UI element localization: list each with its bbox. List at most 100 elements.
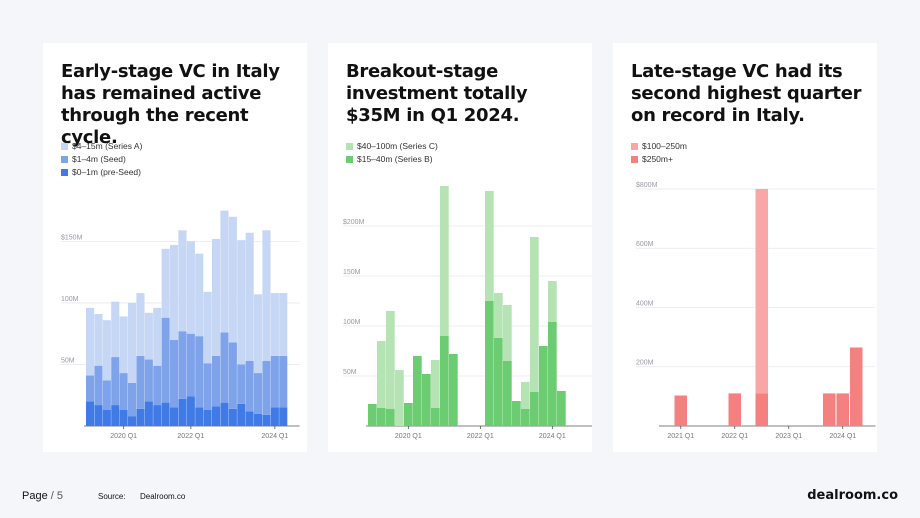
bar-segment [254, 413, 263, 426]
bar-segment [494, 293, 503, 338]
y-tick-label: 200M [636, 360, 654, 367]
bar-segment [153, 307, 162, 366]
legend-label: $0–1m (pre-Seed) [72, 167, 141, 177]
bar-segment [128, 302, 137, 383]
bar-segment [449, 354, 458, 426]
chart-breakout-stage: 50M 100M 150M $200M 2020 Q1 2022 Q1 2024 Q1 [343, 186, 592, 440]
bar-segment [228, 408, 237, 426]
bar-segment [203, 291, 212, 364]
bar-segment [111, 405, 120, 426]
bar-segment [161, 402, 170, 426]
bar-segment [144, 312, 153, 360]
bar-segment [245, 360, 254, 412]
panel-title: Early-stage VC in Italy has remained act… [61, 61, 280, 148]
bar-segment [836, 393, 849, 426]
bar-segment [136, 355, 145, 409]
bar-segment [368, 404, 377, 426]
bar-segment [485, 301, 494, 426]
bar-segment [279, 407, 288, 426]
y-tick-label: 100M [61, 296, 79, 303]
bar-segment [178, 331, 187, 399]
x-tick-label: 2024 Q1 [829, 433, 856, 440]
legend-swatch [346, 155, 353, 163]
panel-title: Late-stage VC had its second highest qua… [631, 61, 862, 126]
bar-segment [254, 294, 263, 374]
y-tick-label: 100M [343, 319, 361, 326]
legend-swatch [61, 168, 68, 176]
bar-segment [119, 316, 128, 374]
bar-segment [212, 406, 221, 426]
bar-segment [102, 320, 111, 381]
bar-segment [161, 317, 170, 403]
bar-segment [195, 407, 204, 426]
y-tick-label: 600M [636, 241, 654, 248]
legend-item: $100–250m [631, 140, 687, 152]
legend-item: $4–15m (Series A) [61, 140, 142, 152]
legend-label: $40–100m (Series C) [357, 141, 438, 151]
bar-segment [485, 191, 494, 301]
legend-item: $1–4m (Seed) [61, 153, 142, 165]
x-tick-label: 2020 Q1 [395, 433, 422, 440]
bar-segment [237, 240, 246, 365]
bar-segment [503, 361, 512, 426]
legend-swatch [346, 142, 353, 150]
bar-segment [178, 398, 187, 426]
bar-segment [195, 336, 204, 408]
bar-segment [413, 356, 422, 426]
y-tick-label: $150M [61, 234, 83, 241]
bar-segment [170, 407, 179, 426]
legend-swatch [61, 142, 68, 150]
bar-segment [557, 391, 566, 426]
source-value: Dealroom.co [140, 492, 186, 501]
x-tick-label: 2020 Q1 [110, 433, 137, 440]
legend-label: $4–15m (Series A) [72, 141, 143, 151]
bar-segment [220, 210, 229, 333]
legend-swatch [631, 142, 638, 150]
brand-logo: dealroom.co [807, 488, 898, 503]
x-tick-label: 2022 Q1 [467, 433, 494, 440]
bar-segment [262, 230, 271, 361]
legend-item: $0–1m (pre-Seed) [61, 166, 142, 178]
bar-segment [237, 403, 246, 426]
legend-item: $40–100m (Series C) [346, 140, 438, 152]
page-number: / 5 [50, 490, 63, 502]
legend-item: $250m+ [631, 153, 687, 165]
bar-segment [153, 365, 162, 406]
bar-segment [245, 232, 254, 361]
bar-segment [237, 364, 246, 404]
bar-segment [755, 188, 768, 394]
y-tick-label: 150M [343, 269, 361, 276]
bar-segment [195, 253, 204, 337]
bar-segment [377, 408, 386, 426]
bar-segment [728, 393, 741, 426]
bar-segment [212, 355, 221, 407]
bar-segment [279, 293, 288, 356]
bar-segment [674, 395, 687, 426]
bar-segment [86, 307, 95, 376]
bar-segment [422, 374, 431, 426]
bar-segment [823, 393, 836, 426]
bar-segment [94, 405, 103, 426]
y-tick-label: 50M [61, 357, 75, 364]
panel-early-stage: Early-stage VC in Italy has remained act… [43, 43, 307, 452]
bar-segment [548, 322, 557, 426]
y-tick-label: 50M [343, 369, 357, 376]
bar-segment [377, 341, 386, 408]
x-tick-label: 2023 Q1 [775, 433, 802, 440]
legend: $40–100m (Series C) $15–40m (Series B) [346, 140, 438, 166]
bar-segment [521, 409, 530, 426]
bar-segment [178, 230, 187, 332]
bar-segment [228, 216, 237, 343]
bar-segment [119, 373, 128, 410]
legend-label: $250m+ [642, 154, 673, 164]
bar-segment [128, 382, 137, 417]
bar-segment [262, 414, 271, 426]
bar-segment [186, 333, 195, 397]
bar-segment [144, 359, 153, 402]
panel-late-stage: Late-stage VC had its second highest qua… [613, 43, 877, 452]
bar-segment [395, 370, 404, 426]
bar-segment [503, 305, 512, 361]
x-tick-label: 2022 Q1 [721, 433, 748, 440]
bar-segment [521, 382, 530, 409]
legend-label: $15–40m (Series B) [357, 154, 433, 164]
